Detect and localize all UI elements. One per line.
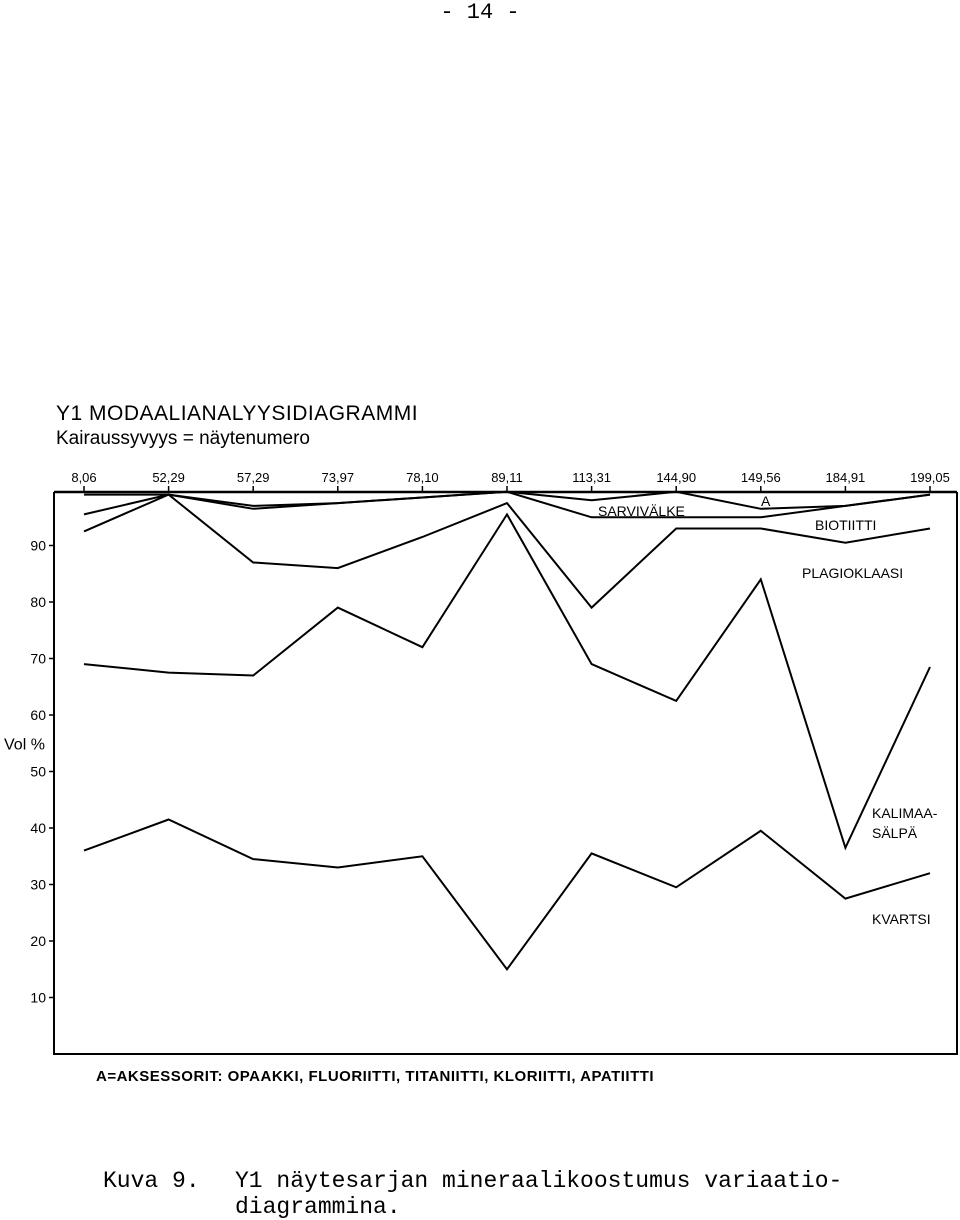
x-tick-label: 184,91 <box>826 470 866 485</box>
series-label-sarviv-lke: SARVIVÄLKE <box>598 503 685 519</box>
series-line-plagioklaasi <box>83 493 931 610</box>
y-tick-label: 80 <box>30 594 46 610</box>
x-tick-label: 52,29 <box>152 470 185 485</box>
x-tick-label: 73,97 <box>322 470 355 485</box>
series-line-sarviv-lke <box>84 490 931 510</box>
x-tick-label: 199,05 <box>910 470 950 485</box>
x-tick-label: 8,06 <box>71 470 96 485</box>
x-tick-label: 78,10 <box>406 470 439 485</box>
series-label-kalimaa-s-lp: SÄLPÄ <box>872 825 918 841</box>
series-label-kalimaa-s-lp: KALIMAA- <box>872 805 938 821</box>
accessory-footnote: A=AKSESSORIT: OPAAKKI, FLUORIITTI, TITAN… <box>96 1068 655 1085</box>
series-line-kvartsi <box>83 818 931 971</box>
y-tick-label: 40 <box>30 820 46 836</box>
caption-text: Y1 näytesarjan mineraalikoostumus variaa… <box>235 1168 843 1220</box>
chart-subtitle: Kairaussyvyys = näytenumero <box>56 428 310 449</box>
series-line-kalimaa-s-lp <box>83 512 931 851</box>
y-tick-label: 10 <box>30 990 46 1006</box>
series-label-biotiitti: BIOTIITTI <box>815 517 876 533</box>
chart-title: Y1 MODAALIANALYYSIDIAGRAMMI <box>56 402 419 425</box>
y-tick-label: 60 <box>30 707 46 723</box>
series-label-plagioklaasi: PLAGIOKLAASI <box>802 565 903 581</box>
y-tick-label: 20 <box>30 933 46 949</box>
y-axis-label: Vol % <box>4 736 45 753</box>
figure-caption: Kuva 9. Y1 näytesarjan mineraalikoostumus… <box>103 1168 935 1220</box>
plot-frame <box>53 492 958 1055</box>
x-tick-label: 144,90 <box>656 470 696 485</box>
x-tick-label: 57,29 <box>237 470 270 485</box>
y-tick-label: 50 <box>30 764 46 780</box>
series-label-kvartsi: KVARTSI <box>872 911 931 927</box>
x-tick-label: 89,11 <box>491 470 523 485</box>
y-tick-label: 30 <box>30 877 46 893</box>
y-tick-label: 90 <box>30 538 46 554</box>
y-tick-label: 70 <box>30 651 46 667</box>
x-tick-label: 113,31 <box>572 470 611 485</box>
caption-label: Kuva 9. <box>103 1168 200 1194</box>
x-tick-label: 149,56 <box>741 470 781 485</box>
page-number: - 14 - <box>440 0 520 25</box>
series-label-a: A <box>761 493 771 509</box>
